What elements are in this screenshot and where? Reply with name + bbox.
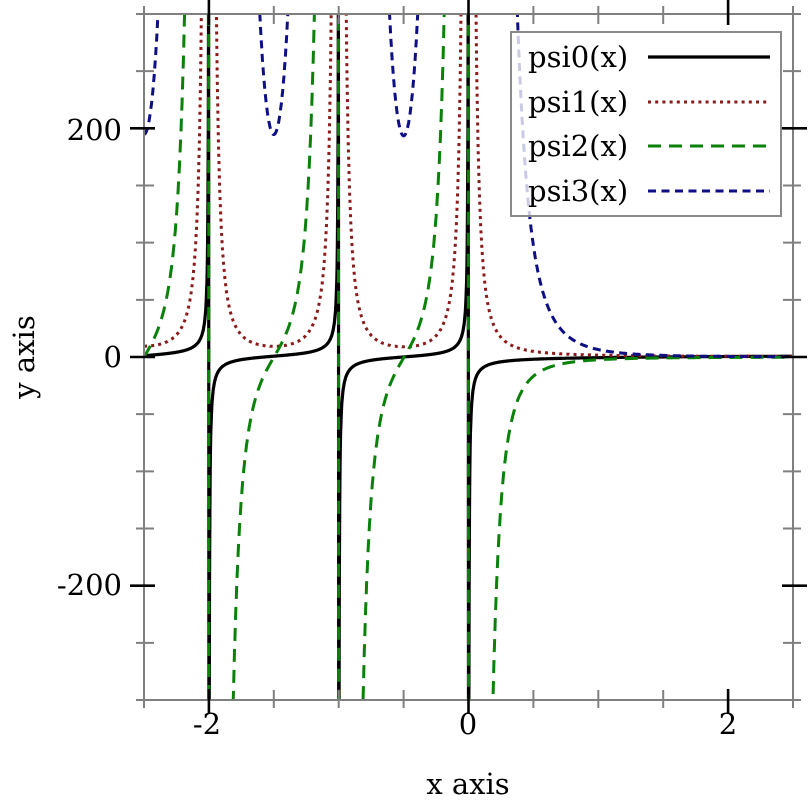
- legend-label-psi3: psi3(x): [528, 173, 629, 208]
- y-tick-label-0: 0: [103, 340, 122, 374]
- legend-line-psi2: [648, 144, 770, 148]
- legend-line-psi1: [648, 100, 770, 104]
- legend-item-psi0: psi0(x): [512, 35, 780, 79]
- legend-label-psi1: psi1(x): [528, 84, 629, 119]
- legend-label-psi0: psi0(x): [528, 40, 629, 75]
- legend-item-psi2: psi2(x): [512, 124, 780, 168]
- legend-label-psi2: psi2(x): [528, 129, 629, 164]
- legend: psi0(x) psi1(x) psi2(x) psi3(x): [510, 31, 782, 217]
- x-tick-label-neg2: -2: [192, 707, 222, 741]
- y-tick-label-200: 200: [66, 113, 122, 147]
- legend-line-psi3: [648, 189, 770, 193]
- y-tick-label-neg200: -200: [56, 568, 122, 602]
- legend-item-psi3: psi3(x): [512, 169, 780, 213]
- legend-item-psi1: psi1(x): [512, 80, 780, 124]
- x-tick-label-0: 0: [458, 707, 478, 741]
- x-axis-label: x axis: [426, 767, 510, 801]
- x-tick-label-2: 2: [718, 707, 738, 741]
- y-axis-label: y axis: [7, 315, 41, 399]
- legend-line-psi0: [648, 55, 770, 59]
